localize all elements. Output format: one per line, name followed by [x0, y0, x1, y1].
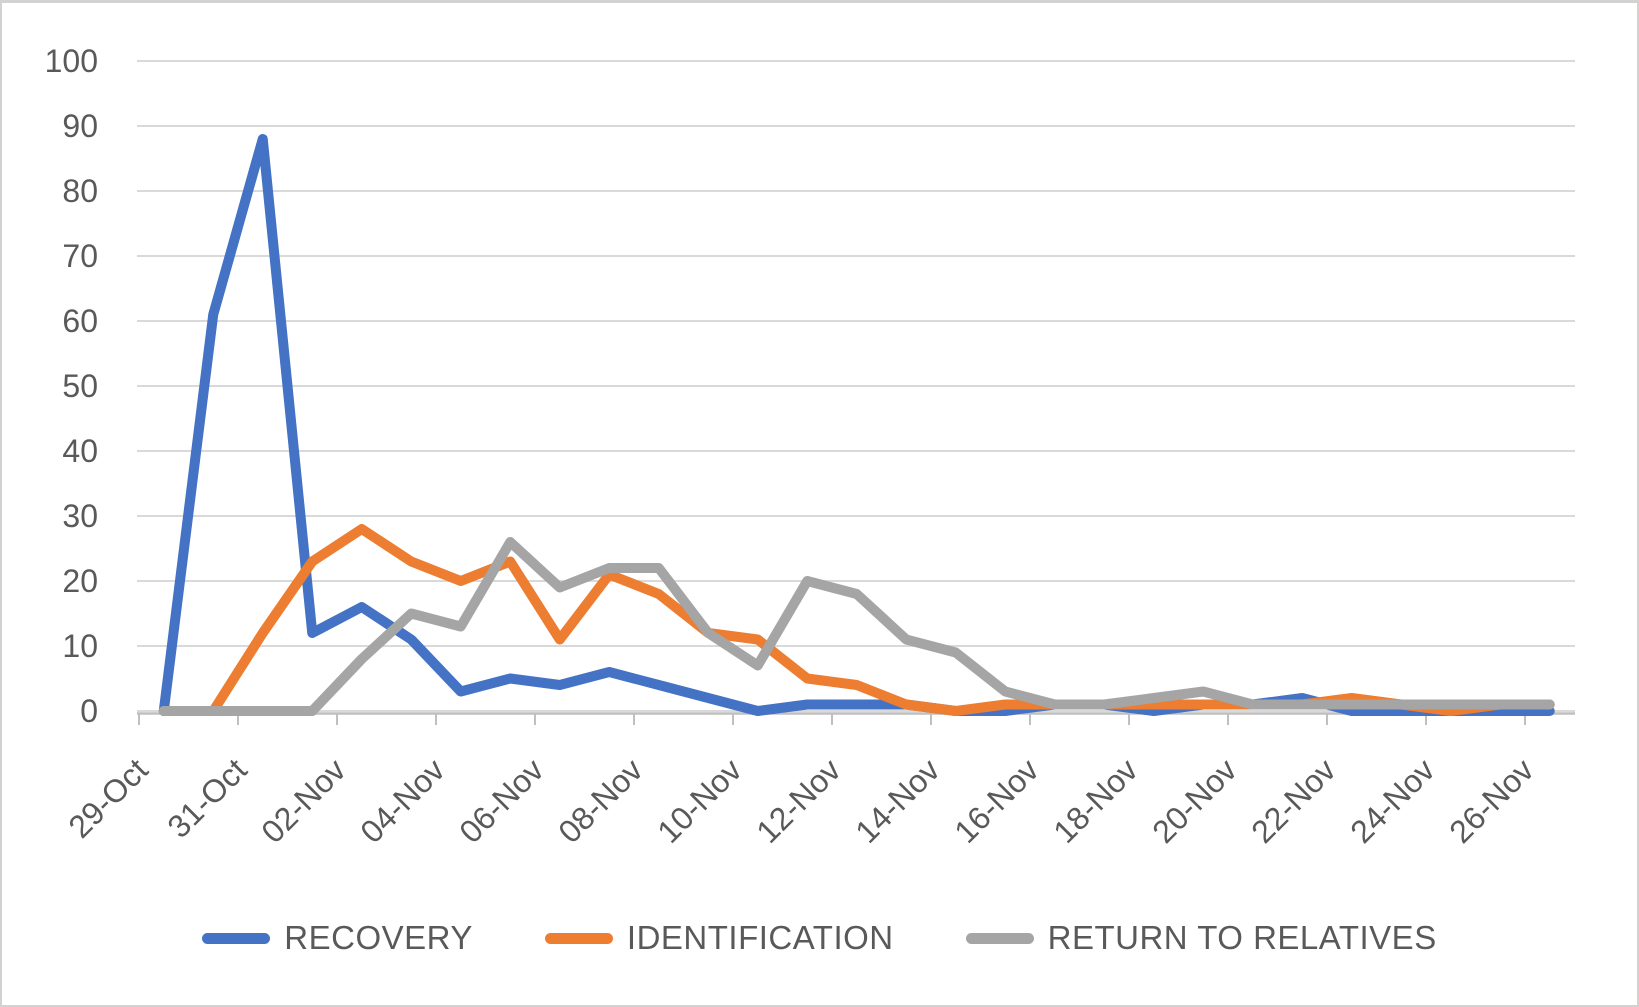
series-line-identification: [158, 524, 1555, 716]
x-axis-tick-label: 18-Nov: [1046, 751, 1144, 849]
legend-item-identification: IDENTIFICATION: [544, 919, 894, 957]
legend-swatch-return-to-relatives-icon: [965, 932, 1034, 944]
legend-swatch-recovery-icon: [202, 932, 271, 944]
y-axis-tick-label: 40: [62, 433, 98, 469]
x-axis-tick-label: 20-Nov: [1145, 751, 1243, 849]
x-axis-tick-label: 12-Nov: [749, 751, 847, 849]
legend-item-return-to-relatives: RETURN TO RELATIVES: [965, 919, 1437, 957]
x-axis-tick-label: 06-Nov: [452, 751, 550, 849]
line-chart: 0 10 20 30 40 50 60 70 80 90 100 29-Oct 31-Oct 02-Nov…: [45, 43, 1575, 850]
y-axis-tick-label: 90: [62, 108, 98, 144]
x-axis-tick-label: 16-Nov: [947, 751, 1045, 849]
y-axis-tick-label: 100: [45, 43, 98, 79]
x-axis-tick-label: 10-Nov: [650, 751, 748, 849]
x-axis-tick-label: 04-Nov: [353, 751, 451, 849]
legend-label-identification: IDENTIFICATION: [626, 919, 894, 956]
x-axis-tick-label: 22-Nov: [1244, 751, 1342, 849]
legend-item-recovery: RECOVERY: [202, 919, 473, 957]
legend-swatch-identification-icon: [544, 932, 613, 944]
y-axis-tick-label: 0: [80, 693, 98, 729]
x-axis-tick-label: 14-Nov: [848, 751, 946, 849]
y-axis-tick-label: 80: [62, 173, 98, 209]
y-axis-tick-label: 60: [62, 303, 98, 339]
y-axis-tick-label: 10: [62, 628, 98, 664]
x-axis-tick-label: 29-Oct: [61, 751, 154, 844]
x-axis-tick-label: 08-Nov: [551, 751, 649, 849]
y-axis-tick-label: 30: [62, 498, 98, 534]
y-axis-tick-label: 70: [62, 238, 98, 274]
x-axis-tick-label: 31-Oct: [160, 751, 253, 844]
x-axis-tick-label: 02-Nov: [254, 751, 352, 849]
legend-label-recovery: RECOVERY: [284, 919, 473, 956]
series-line-recovery: [158, 134, 1555, 716]
x-axis-tick-label: 26-Nov: [1442, 751, 1540, 849]
chart-legend: RECOVERY IDENTIFICATION RETURN TO RELATI…: [2, 906, 1637, 970]
x-axis-tick-label: 24-Nov: [1343, 751, 1441, 849]
y-axis-tick-label: 50: [62, 368, 98, 404]
y-axis-tick-label: 20: [62, 563, 98, 599]
legend-label-return-to-relatives: RETURN TO RELATIVES: [1047, 919, 1437, 956]
series-line-return-to-relatives: [158, 537, 1555, 716]
